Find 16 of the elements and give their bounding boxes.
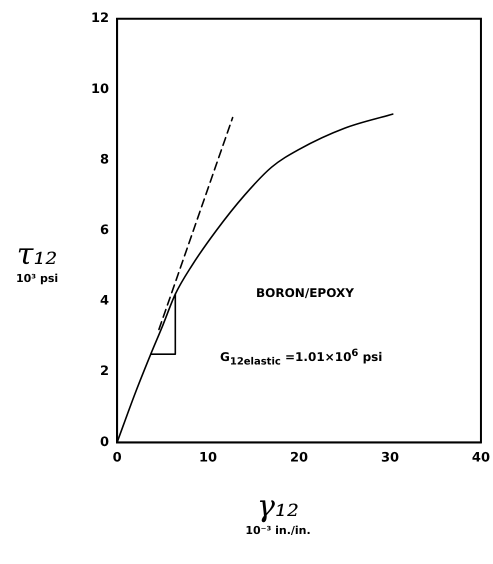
y-tick-label: 4 <box>100 294 110 309</box>
x-tick-label: 40 <box>472 450 490 466</box>
y-tick-label: 10 <box>90 82 110 97</box>
x-axis-title: γ₁₂ 10⁻³ in./in. <box>244 489 312 537</box>
y-tick-label: 8 <box>100 152 110 168</box>
annotation: G$_{12elastic}$ =1.01×10$^{6}$ psi <box>220 348 382 368</box>
y-tick-label: 6 <box>100 222 110 238</box>
x-tick-label: 20 <box>290 450 308 466</box>
y-axis-title: τ₁₂ 10³ psi <box>16 237 58 285</box>
y-tick-label: 2 <box>100 364 110 380</box>
annotation: BORON/EPOXY <box>256 286 354 300</box>
x-tick-label: 0 <box>112 450 122 466</box>
x-tick-label: 30 <box>380 450 400 466</box>
y-tick-label: 12 <box>90 11 110 26</box>
x-tick-label: 10 <box>199 450 218 466</box>
y-tick-label: 0 <box>100 434 110 450</box>
